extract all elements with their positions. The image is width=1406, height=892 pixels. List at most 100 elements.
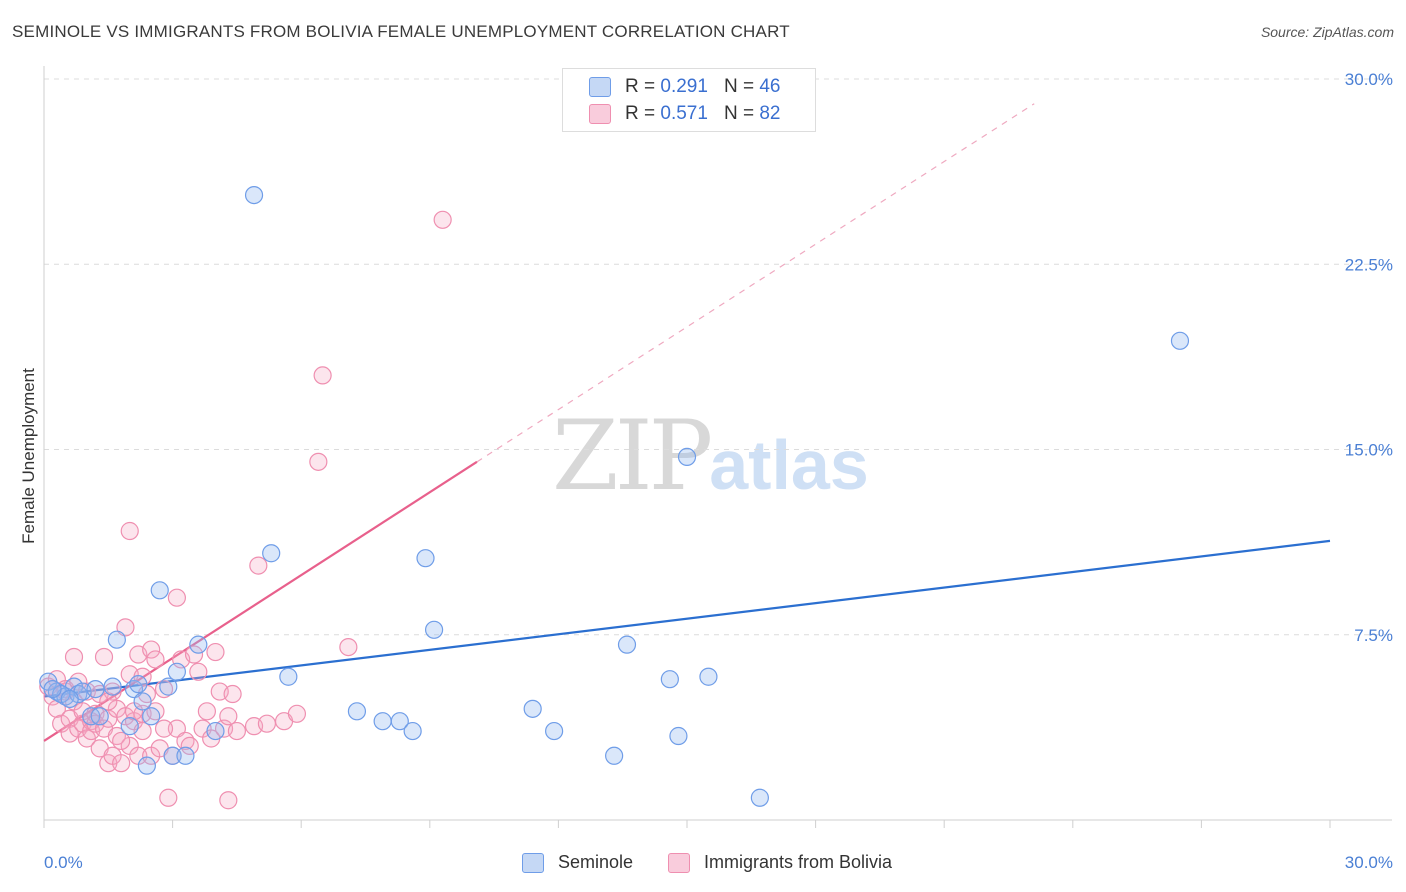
x-tick-label-1: 30.0% bbox=[1345, 853, 1393, 872]
bolivia-point-48 bbox=[167, 588, 186, 607]
legend-row-bolivia: R = 0.571 N = 82 bbox=[589, 101, 780, 127]
trend-lines bbox=[43, 103, 1331, 742]
seminole-point-32 bbox=[424, 620, 444, 639]
seminole-point-28 bbox=[373, 712, 392, 731]
bolivia-point-81 bbox=[154, 719, 174, 738]
bolivia-point-8 bbox=[64, 647, 84, 667]
seminole-swatch bbox=[589, 77, 611, 97]
y-tick-label-3: 30.0% bbox=[1345, 70, 1393, 89]
bolivia-point-29 bbox=[112, 754, 131, 773]
seminole-n-value: 46 bbox=[759, 76, 781, 97]
seminole-point-34 bbox=[545, 721, 564, 741]
grid bbox=[44, 78, 1392, 636]
seminole-point-19 bbox=[163, 746, 182, 765]
seminole-point-9 bbox=[103, 677, 122, 696]
axes bbox=[43, 66, 1392, 828]
seminole-point-23 bbox=[206, 721, 225, 741]
tick-labels: 7.5% 15.0% 22.5% 30.0% 0.0% 30.0% bbox=[44, 70, 1393, 872]
bolivia-point-31 bbox=[116, 618, 135, 637]
seminole-point-26 bbox=[279, 667, 298, 686]
correlation-legend: R = 0.291 N = 46 R = 0.571 N = 82 bbox=[562, 68, 816, 132]
bolivia-point-55 bbox=[197, 702, 216, 721]
bolivia-point-78 bbox=[99, 692, 118, 711]
bolivia-point-53 bbox=[189, 662, 208, 681]
chart-title: SEMINOLE VS IMMIGRANTS FROM BOLIVIA FEMA… bbox=[12, 22, 790, 41]
seminole-point-21 bbox=[176, 746, 195, 765]
bolivia-point-62 bbox=[227, 721, 246, 741]
bolivia-point-57 bbox=[206, 642, 225, 662]
seminole-point-14 bbox=[133, 692, 152, 711]
seminole-point-35 bbox=[605, 746, 624, 765]
legend-bolivia-label: Immigrants from Bolivia bbox=[704, 852, 893, 872]
watermark-atlas: atlas bbox=[709, 426, 869, 504]
series-legend: Seminole Immigrants from Bolivia bbox=[0, 852, 1406, 878]
y-tick-label-0: 7.5% bbox=[1354, 626, 1393, 645]
seminole-point-11 bbox=[120, 717, 139, 736]
bolivia-trend-dashed bbox=[476, 103, 1035, 463]
bolivia-point-52 bbox=[184, 645, 204, 664]
seminole-point-22 bbox=[189, 635, 208, 654]
bolivia-r-label: R = bbox=[625, 103, 656, 124]
data-points bbox=[39, 185, 1190, 810]
seminole-point-30 bbox=[403, 721, 422, 741]
seminole-point-15 bbox=[137, 756, 156, 775]
bolivia-point-22 bbox=[94, 647, 114, 667]
legend-bolivia-swatch bbox=[668, 852, 690, 873]
seminole-point-8 bbox=[90, 707, 109, 726]
bolivia-point-72 bbox=[219, 791, 238, 810]
legend-item-bolivia: Immigrants from Bolivia bbox=[668, 852, 892, 873]
bolivia-point-79 bbox=[112, 731, 131, 751]
bolivia-point-71 bbox=[433, 210, 452, 229]
bolivia-point-60 bbox=[219, 707, 238, 726]
seminole-point-17 bbox=[150, 581, 169, 600]
y-tick-label-1: 15.0% bbox=[1345, 441, 1393, 460]
bolivia-point-40 bbox=[142, 640, 161, 659]
seminole-point-41 bbox=[750, 788, 769, 807]
seminole-point-16 bbox=[142, 707, 161, 726]
bolivia-r-value: 0.571 bbox=[660, 103, 708, 124]
bolivia-point-64 bbox=[249, 556, 268, 575]
seminole-n-label: N = bbox=[723, 76, 755, 97]
x-tick-label-0: 0.0% bbox=[44, 853, 83, 872]
seminole-point-20 bbox=[167, 662, 186, 681]
seminole-point-36 bbox=[617, 635, 637, 654]
seminole-point-24 bbox=[244, 185, 264, 205]
seminole-r-value: 0.291 bbox=[660, 76, 708, 97]
seminole-trend-line bbox=[43, 539, 1331, 698]
seminole-point-44 bbox=[60, 689, 79, 709]
seminole-point-7 bbox=[86, 679, 105, 699]
legend-row-seminole: R = 0.291 N = 46 bbox=[589, 74, 780, 100]
seminole-point-40 bbox=[699, 667, 718, 686]
seminole-point-33 bbox=[523, 699, 542, 718]
seminole-point-10 bbox=[107, 630, 126, 649]
seminole-point-42 bbox=[1170, 331, 1190, 350]
legend-seminole-label: Seminole bbox=[558, 852, 634, 872]
bolivia-point-75 bbox=[146, 650, 165, 669]
legend-seminole-swatch bbox=[522, 852, 544, 873]
source-label: Source: ZipAtlas.com bbox=[1260, 24, 1394, 40]
bolivia-point-70 bbox=[339, 637, 358, 657]
seminole-point-37 bbox=[660, 670, 679, 689]
seminole-point-18 bbox=[159, 677, 178, 696]
y-axis-label: Female Unemployment bbox=[19, 368, 38, 544]
seminole-point-13 bbox=[129, 675, 148, 694]
seminole-point-38 bbox=[669, 726, 688, 746]
watermark-zip: ZIP bbox=[552, 400, 713, 512]
bolivia-point-73 bbox=[120, 521, 139, 541]
bolivia-point-69 bbox=[313, 366, 332, 385]
bolivia-point-45 bbox=[159, 788, 178, 807]
bolivia-point-47 bbox=[167, 719, 186, 738]
bolivia-swatch bbox=[589, 104, 611, 124]
bolivia-point-65 bbox=[257, 714, 277, 733]
bolivia-point-68 bbox=[309, 452, 328, 471]
seminole-point-45 bbox=[43, 679, 62, 699]
seminole-point-27 bbox=[347, 702, 367, 721]
bolivia-point-51 bbox=[180, 736, 199, 756]
seminole-point-25 bbox=[262, 544, 281, 563]
watermark: ZIPatlas bbox=[552, 400, 869, 512]
legend-item-seminole: Seminole bbox=[522, 852, 633, 873]
seminole-point-39 bbox=[677, 447, 697, 467]
bolivia-point-7 bbox=[60, 724, 79, 743]
seminole-point-43 bbox=[52, 684, 71, 704]
